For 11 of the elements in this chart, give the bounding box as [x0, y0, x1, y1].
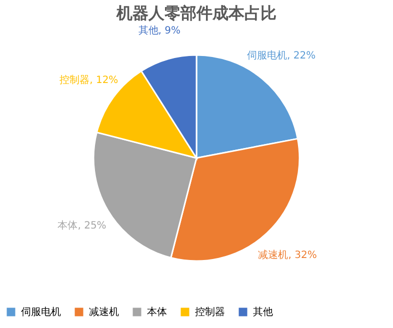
legend-label: 伺服电机 [21, 306, 61, 318]
legend-label: 控制器 [195, 306, 225, 318]
chart-title: 机器人零部件成本占比 [116, 3, 276, 22]
data-label: 伺服电机, 22% [246, 50, 316, 62]
legend-label: 本体 [147, 306, 167, 318]
legend-label: 其他 [253, 306, 273, 318]
data-label: 控制器, 12% [60, 74, 118, 86]
data-label: 其他, 9% [138, 24, 181, 36]
data-label: 本体, 25% [58, 220, 106, 232]
legend-label: 减速机 [89, 306, 119, 318]
data-label: 减速机, 32% [258, 248, 317, 261]
